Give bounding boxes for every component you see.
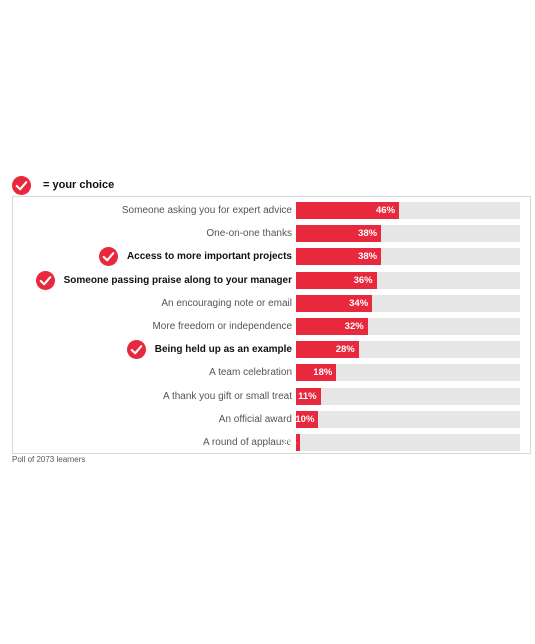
category-label: A team celebration (209, 364, 292, 381)
bar: 2% (283, 434, 301, 451)
bar-row: A thank you gift or small treat 11% (13, 387, 530, 405)
category-text: Access to more important projects (126, 251, 292, 263)
bar: 32% (296, 318, 368, 335)
category-text: An official award (218, 413, 292, 425)
category-label: An official award (219, 411, 292, 428)
bar-row: More freedom or independence 32% (13, 318, 530, 335)
bar: 38% (296, 225, 382, 243)
legend-label: = your choice (43, 179, 115, 191)
category-label: A thank you gift or small treat (163, 388, 292, 405)
bar: 18% (296, 364, 337, 382)
bar-row: A round of applause 2% (13, 434, 530, 451)
bar-track: 28% (296, 341, 520, 359)
bar-track: 18% (296, 364, 520, 382)
category-label: One-on-one thanks (206, 225, 292, 242)
bar-track: 46% (296, 202, 520, 219)
bar-track: 38% (296, 225, 520, 243)
bar-value-label: 38% (358, 251, 378, 263)
category-label: More freedom or independence (152, 318, 292, 335)
bar-row: Access to more important projects 38% (13, 247, 530, 267)
bar: 11% (296, 387, 321, 405)
category-label: Someone passing praise along to your man… (35, 270, 292, 290)
bar: 36% (296, 271, 377, 289)
legend: = your choice (12, 174, 114, 196)
bar-track: 34% (296, 294, 520, 312)
bar-value-label: 36% (353, 274, 373, 286)
category-text: A round of applause (203, 437, 292, 448)
bar-row: One-on-one thanks 38% (13, 225, 530, 243)
bar-value-label: 38% (358, 228, 378, 240)
category-label: An encouraging note or email (161, 295, 292, 312)
bar-track: 38% (296, 248, 520, 266)
category-label: Access to more important projects (98, 247, 292, 267)
checkmark-circle-icon (98, 247, 118, 267)
category-label: Someone asking you for expert advice (122, 202, 292, 219)
bar-value-label: 34% (349, 297, 369, 309)
footnote: Poll of 2073 learners (12, 455, 86, 464)
category-label: Being held up as an example (126, 340, 292, 360)
bar: 34% (296, 294, 373, 312)
bar-value-label: 18% (313, 367, 333, 379)
bar-track: 11% (296, 387, 520, 405)
category-text: More freedom or independence (152, 321, 292, 332)
bar-row: Someone asking you for expert advice 46% (13, 202, 530, 219)
category-label: A round of applause (203, 434, 292, 451)
bar-value-label: 11% (298, 390, 317, 402)
bar-track: 10% (295, 410, 520, 428)
bar: 28% (296, 341, 359, 359)
bar-row: A team celebration 18% (13, 364, 530, 382)
bar-row: An encouraging note or email 34% (13, 294, 530, 312)
category-text: Being held up as an example (154, 344, 292, 356)
bar: 46% (296, 202, 400, 219)
category-text: Someone passing praise along to your man… (63, 274, 292, 286)
bar-value-label: 10% (295, 413, 315, 425)
bar-row: Someone passing praise along to your man… (13, 270, 530, 290)
bar-track: 36% (296, 271, 520, 289)
bar-track: 2% (283, 434, 520, 451)
category-text: One-on-one thanks (206, 228, 292, 240)
category-text: An encouraging note or email (161, 297, 292, 309)
category-text: A team celebration (209, 367, 292, 379)
checkmark-circle-icon (12, 175, 31, 195)
bar: 38% (296, 248, 382, 266)
bar-value-label: 46% (376, 205, 396, 216)
category-text: Someone asking you for expert advice (121, 205, 292, 216)
bar-value-label: 28% (335, 344, 355, 356)
chart-panel: Someone asking you for expert advice 46% O… (12, 196, 531, 454)
bar: 10% (295, 410, 319, 428)
bar-track: 32% (296, 318, 520, 335)
bar-row: An official award 10% (13, 410, 530, 428)
bar-value-label: 2% (282, 437, 297, 448)
checkmark-circle-icon (126, 340, 146, 360)
bar-row: Being held up as an example 28% (13, 340, 530, 360)
bar-value-label: 32% (344, 321, 364, 332)
checkmark-circle-icon (35, 270, 55, 290)
category-text: A thank you gift or small treat (163, 390, 292, 402)
